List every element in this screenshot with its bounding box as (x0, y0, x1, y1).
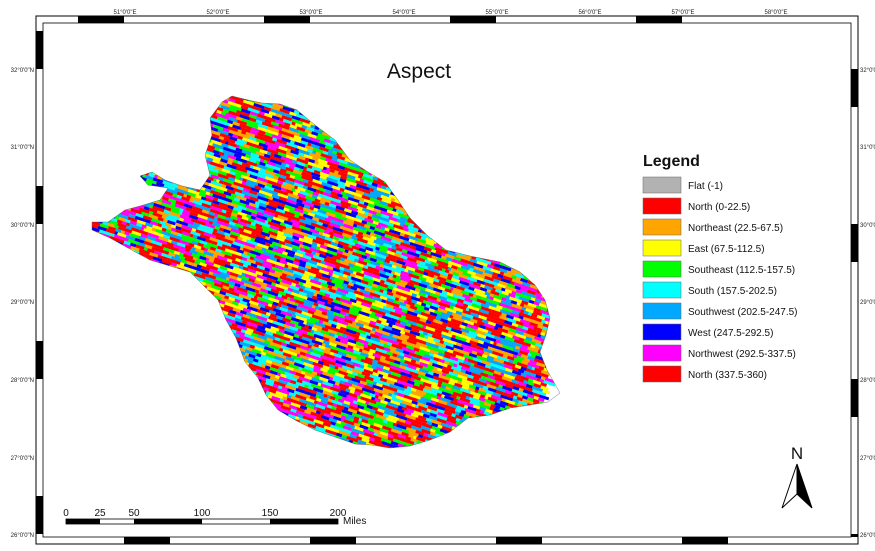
scale-tick-label: 0 (63, 508, 69, 519)
legend-label: Southwest (202.5-247.5) (688, 307, 798, 318)
latitude-label: 29°0'0"N (11, 300, 34, 306)
frame-band-top (450, 16, 496, 23)
latitude-label-right: 28°0'0 (860, 378, 875, 384)
latitude-label: 31°0'0"N (11, 145, 34, 151)
latitude-label-right: 32°0'0 (860, 68, 875, 74)
latitude-label: 28°0'0"N (11, 378, 34, 384)
map-title: Aspect (387, 60, 451, 83)
north-label: N (791, 444, 803, 463)
frame-band-right (851, 69, 858, 107)
frame-band-left (36, 186, 43, 224)
legend-swatch (642, 218, 682, 236)
latitude-labels-right: 32°0'0 31°0'0 30°0'0 29°0'0 28°0'0 27°0'0 26°0… (860, 68, 875, 539)
legend-swatch (642, 281, 682, 299)
longitude-labels: 51°0'0"E 52°0'0"E 53°0'0"E 54°0'0"E 55°0'0"E… (113, 10, 787, 16)
legend-label: Southeast (112.5-157.5) (688, 265, 795, 276)
legend: Legend Flat (-1) North (0-22.5) Northeast … (642, 153, 798, 383)
frame-band-left (36, 496, 43, 534)
legend-label: Northwest (292.5-337.5) (688, 349, 796, 360)
scale-tick-label: 150 (262, 508, 279, 519)
latitude-label-right: 30°0'0 (860, 223, 875, 229)
scale-unit: Miles (343, 516, 366, 527)
legend-swatch (642, 344, 682, 362)
legend-swatch (642, 239, 682, 257)
scale-tick-label: 25 (94, 508, 106, 519)
frame-band-left (36, 31, 43, 69)
frame-band-bottom (682, 537, 728, 544)
longitude-label: 52°0'0"E (206, 10, 229, 16)
scale-tick-label: 100 (194, 508, 211, 519)
legend-swatch (642, 197, 682, 215)
latitude-label: 26°0'0"N (11, 533, 34, 539)
latitude-label: 32°0'0"N (11, 68, 34, 74)
legend-label: Flat (-1) (688, 181, 723, 192)
frame-band-left (36, 341, 43, 379)
legend-label: Northeast (22.5-67.5) (688, 223, 783, 234)
legend-label: East (67.5-112.5) (688, 244, 765, 255)
legend-title: Legend (643, 153, 700, 170)
legend-swatch (642, 260, 682, 278)
longitude-label: 51°0'0"E (113, 10, 136, 16)
frame-band-top (636, 16, 682, 23)
latitude-labels-left: 32°0'0"N 31°0'0"N 30°0'0"N 29°0'0"N 28°0'0"N… (11, 68, 34, 539)
frame-band-top (264, 16, 310, 23)
frame-band-right (851, 224, 858, 262)
scale-segment (66, 519, 100, 524)
frame-band-bottom (124, 537, 170, 544)
scale-segment (134, 519, 202, 524)
longitude-label: 55°0'0"E (485, 10, 508, 16)
longitude-label: 53°0'0"E (299, 10, 322, 16)
latitude-label-right: 29°0'0 (860, 300, 875, 306)
longitude-label: 54°0'0"E (392, 10, 415, 16)
latitude-label: 30°0'0"N (11, 223, 34, 229)
frame-band-bottom (310, 537, 356, 544)
legend-swatch (642, 323, 682, 341)
map-neatline (42, 22, 852, 538)
legend-swatch (642, 365, 682, 383)
latitude-label-right: 27°0'0 (860, 456, 875, 462)
longitude-label: 56°0'0"E (578, 10, 601, 16)
graticule-frame (36, 16, 858, 544)
legend-label: North (0-22.5) (688, 202, 750, 213)
frame-band-right (851, 534, 858, 537)
north-arrow: N (781, 444, 813, 509)
longitude-label: 58°0'0"E (764, 10, 787, 16)
latitude-label: 27°0'0"N (11, 456, 34, 462)
longitude-label: 57°0'0"E (671, 10, 694, 16)
scale-tick-label: 50 (128, 508, 140, 519)
scale-bar: 0 25 50 100 150 200 Miles (63, 508, 366, 527)
latitude-label-right: 26°0'0 (860, 533, 875, 539)
north-arrow-right-half (796, 463, 813, 509)
legend-label: South (157.5-202.5) (688, 286, 777, 297)
legend-swatch (642, 176, 682, 194)
latitude-label-right: 31°0'0 (860, 145, 875, 151)
frame-band-right (851, 379, 858, 417)
scale-tick-label: 200 (330, 508, 347, 519)
frame-band-top (78, 16, 124, 23)
legend-swatch (642, 302, 682, 320)
legend-label: West (247.5-292.5) (688, 328, 773, 339)
legend-label: North (337.5-360) (688, 370, 767, 381)
scale-segment (270, 519, 338, 524)
frame-band-bottom (496, 537, 542, 544)
